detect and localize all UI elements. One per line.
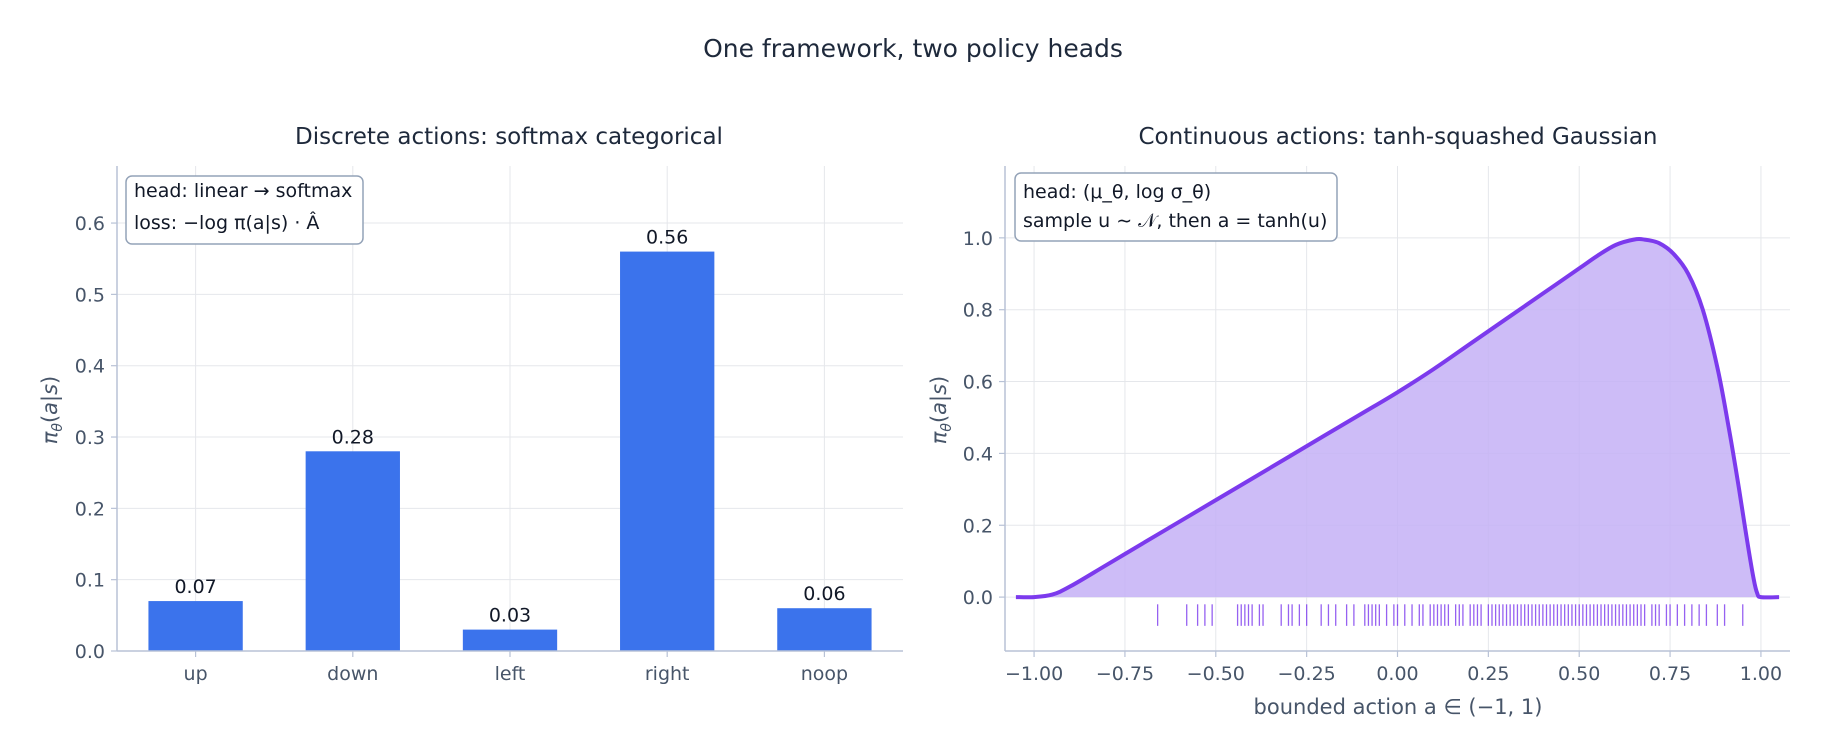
discrete-ytick-label: 0.4 <box>75 356 105 378</box>
continuous-ytick-label: 0.4 <box>963 443 993 465</box>
bar-down <box>305 451 400 651</box>
continuous-ylabel: πθ(a|s) <box>927 376 955 445</box>
continuous-xtick-label: 0.75 <box>1649 663 1691 685</box>
discrete-xtick-label: up <box>184 663 208 685</box>
bar-value-label: 0.28 <box>332 426 374 448</box>
continuous-axes: 0.0 0.2 0.4 0.6 0.8 1.0 −1.00 −0.75 −0.50 −0.25 0.… <box>963 166 1790 685</box>
continuous-xtick-label: 0.50 <box>1558 663 1600 685</box>
discrete-annotation-line1: head: linear → softmax <box>134 180 352 202</box>
discrete-ytick-label: 0.3 <box>75 427 105 449</box>
continuous-xtick-label: −0.50 <box>1187 663 1245 685</box>
discrete-bars: 0.07 0.28 0.03 0.56 0.06 <box>148 227 872 651</box>
sample-rug <box>1156 604 1744 626</box>
continuous-annotation-box <box>1014 172 1338 242</box>
discrete-xtick-label: right <box>645 663 690 685</box>
discrete-panel: Discrete actions: softmax categorical 0.… <box>38 124 903 685</box>
continuous-xtick-label: −0.75 <box>1096 663 1154 685</box>
continuous-xtick-label: −0.25 <box>1278 663 1336 685</box>
discrete-annotation-box <box>125 175 364 245</box>
bar-value-label: 0.07 <box>174 576 216 598</box>
discrete-ytick-label: 0.6 <box>75 213 105 235</box>
discrete-axes: 0.0 0.1 0.2 0.3 0.4 0.5 0.6 up down left right noop <box>75 166 903 685</box>
bar-right <box>620 251 715 651</box>
continuous-xtick-label: 0.25 <box>1467 663 1509 685</box>
bar-noop <box>777 608 872 651</box>
bar-up <box>148 601 243 651</box>
discrete-ytick-label: 0.0 <box>75 641 105 663</box>
discrete-ytick-label: 0.1 <box>75 570 105 592</box>
continuous-ytick-label: 1.0 <box>963 228 993 250</box>
discrete-annotation: head: linear → softmax loss: −log π(a|s)… <box>125 175 364 245</box>
continuous-ytick-label: 0.0 <box>963 587 993 609</box>
continuous-panel-title: Continuous actions: tanh-squashed Gaussi… <box>1138 124 1657 150</box>
density-curve <box>1015 237 1780 600</box>
discrete-ytick-label: 0.2 <box>75 498 105 520</box>
bar-value-label: 0.06 <box>803 583 845 605</box>
figure-title: One framework, two policy heads <box>703 34 1123 63</box>
discrete-ylabel: πθ(a|s) <box>38 376 66 445</box>
discrete-panel-title: Discrete actions: softmax categorical <box>295 124 723 150</box>
continuous-annotation: head: (μ_θ, log σ_θ) sample u ∼ 𝒩, then … <box>1014 172 1338 242</box>
continuous-annotation-line2: sample u ∼ 𝒩, then a = tanh(u) <box>1023 210 1327 232</box>
continuous-ytick-label: 0.8 <box>963 300 993 322</box>
discrete-xtick-label: noop <box>801 663 848 685</box>
bar-value-label: 0.03 <box>489 605 531 627</box>
discrete-xtick-label: down <box>327 663 378 685</box>
discrete-xtick-label: left <box>495 663 526 685</box>
continuous-xtick-label: 0.00 <box>1376 663 1418 685</box>
bar-left <box>462 629 558 651</box>
continuous-xtick-label: 1.00 <box>1740 663 1782 685</box>
continuous-xlabel: bounded action a ∈ (−1, 1) <box>1254 695 1543 719</box>
discrete-ytick-label: 0.5 <box>75 284 105 306</box>
continuous-xtick-label: −1.00 <box>1005 663 1063 685</box>
discrete-annotation-line2: loss: −log π(a|s) · Â <box>134 211 319 234</box>
continuous-ytick-label: 0.2 <box>963 515 993 537</box>
bar-value-label: 0.56 <box>646 227 688 249</box>
continuous-ytick-label: 0.6 <box>963 372 993 394</box>
continuous-annotation-line1: head: (μ_θ, log σ_θ) <box>1023 181 1211 203</box>
continuous-panel: Continuous actions: tanh-squashed Gaussi… <box>927 124 1790 719</box>
